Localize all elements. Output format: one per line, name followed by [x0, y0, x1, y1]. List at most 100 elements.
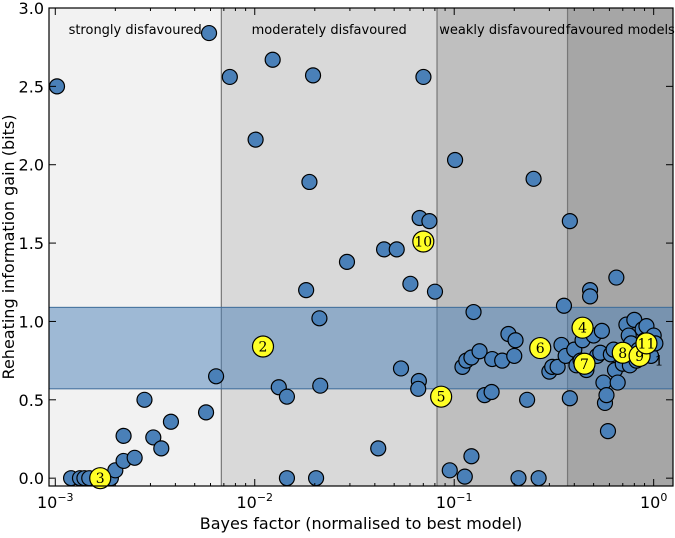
region-3: [437, 8, 568, 486]
y-tick-label: 0.5: [19, 391, 44, 410]
data-point: [441, 462, 458, 479]
data-point: [609, 374, 626, 391]
data-point: [278, 388, 296, 405]
data-point: [593, 322, 610, 339]
data-point: [471, 343, 488, 360]
highlight-marker: [529, 336, 552, 360]
highlight-label: 9: [635, 349, 644, 365]
data-point: [126, 449, 143, 466]
x-tick-label: 10−2: [236, 491, 273, 512]
data-point: [304, 67, 322, 84]
highlight-point-3: 3: [89, 467, 112, 490]
highlight-marker: [412, 230, 435, 253]
highlight-label: 6: [536, 341, 545, 357]
data-point: [301, 173, 318, 191]
data-point: [207, 368, 225, 385]
x-tick-label: 100: [640, 491, 667, 512]
data-point: [426, 283, 444, 300]
region-1: [49, 8, 222, 486]
region-4: [567, 8, 673, 486]
highlight-point-5: 5: [430, 385, 453, 408]
data-point: [421, 213, 438, 230]
highlight-label: 10: [414, 235, 432, 251]
data-point: [555, 297, 573, 314]
highlight-label: 7: [580, 357, 589, 373]
data-point: [136, 391, 153, 408]
y-axis-title: Reheating information gain (bits): [0, 115, 18, 380]
data-point: [247, 131, 264, 148]
data-point: [456, 468, 473, 485]
data-point: [312, 377, 329, 394]
data-point: [370, 440, 387, 457]
highlight-marker: [635, 332, 658, 355]
highlight-point-11: 11: [635, 332, 658, 355]
region-label-4: favoured models: [566, 23, 675, 38]
highlight-label: 2: [259, 340, 268, 356]
data-point: [507, 332, 524, 349]
y-tick-label: 2.0: [19, 156, 44, 175]
y-tick-label: 2.5: [19, 77, 44, 96]
data-point: [402, 275, 419, 292]
data-point: [278, 470, 296, 487]
highlight-marker: [430, 385, 453, 408]
data-point: [525, 170, 542, 187]
highlight-point-4: 4: [571, 316, 594, 339]
highlight-marker: [573, 352, 596, 375]
y-tick-label: 1.5: [19, 234, 44, 253]
y-tick-label: 3.0: [19, 0, 44, 18]
data-point: [298, 281, 315, 299]
highlight-marker: [89, 467, 112, 490]
highlight-point-10: 10: [412, 230, 435, 253]
highlight-label: 1: [655, 354, 664, 370]
x-axis-title: Bayes factor (normalised to best model): [200, 514, 523, 533]
data-point: [599, 423, 617, 440]
data-point: [410, 380, 427, 397]
highlight-label: 11: [638, 336, 656, 352]
data-point: [581, 288, 599, 305]
data-point: [549, 358, 566, 375]
data-point: [519, 391, 536, 408]
data-point: [510, 470, 527, 487]
data-point: [530, 470, 547, 487]
highlight-label: 8: [618, 346, 627, 362]
data-point: [307, 470, 325, 487]
region-label-3: weakly disfavoured: [439, 23, 565, 38]
data-point: [338, 253, 356, 270]
data-point: [115, 427, 132, 444]
highlight-label: 4: [578, 321, 587, 337]
data-point: [561, 390, 578, 407]
highlight-label: 5: [437, 390, 446, 406]
data-point: [162, 413, 180, 430]
data-point: [388, 241, 405, 258]
data-point: [608, 269, 625, 286]
data-point: [145, 429, 162, 446]
data-point: [311, 310, 328, 327]
highlight-point-7: 7: [573, 352, 596, 375]
highlight-point-1: 1: [655, 354, 664, 370]
data-point: [561, 213, 578, 230]
region-label-1: strongly disfavoured: [69, 23, 202, 38]
highlight-marker: [251, 335, 275, 358]
data-point: [446, 151, 464, 169]
data-point: [415, 68, 432, 86]
y-tick-label: 0.0: [19, 469, 44, 488]
data-point: [598, 387, 615, 404]
data-point: [483, 383, 500, 401]
data-point: [153, 440, 170, 457]
highlight-point-2: 2: [251, 335, 275, 358]
data-point: [221, 68, 238, 86]
region-label-2: moderately disfavoured: [252, 23, 407, 38]
x-tick-label: 10−3: [37, 491, 74, 512]
data-point: [200, 24, 218, 42]
data-point: [392, 360, 410, 377]
highlight-label: 3: [96, 471, 105, 487]
highlight-marker: [571, 316, 594, 339]
x-tick-label: 10−1: [436, 491, 473, 512]
data-point: [264, 51, 281, 68]
data-point: [197, 404, 215, 421]
data-point: [465, 303, 482, 321]
data-point: [463, 448, 480, 465]
plot-frame: [48, 7, 674, 487]
data-point: [506, 347, 523, 365]
